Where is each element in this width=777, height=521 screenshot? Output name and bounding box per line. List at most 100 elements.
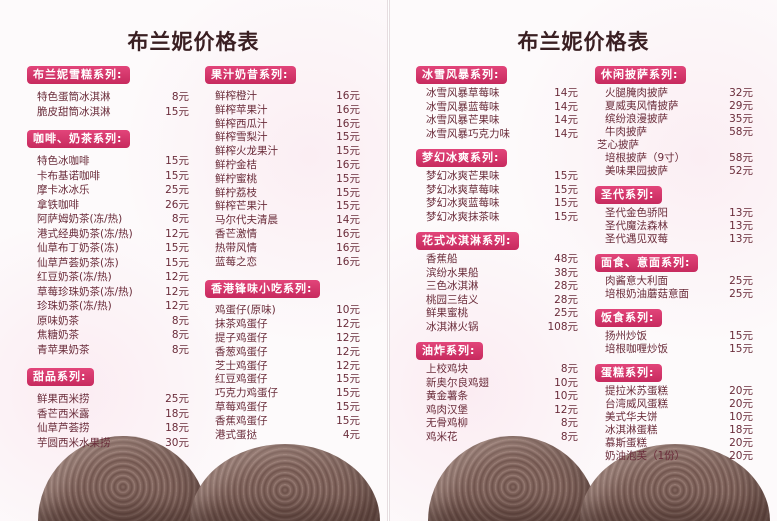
- item-price: 8元: [171, 314, 189, 327]
- section-header: 休闲披萨系列:: [595, 66, 687, 84]
- menu-column: 果汁奶昔系列: 鲜榨橙汁 16元 鲜榨苹果汁 16元 鲜榨西瓜汁 16元 鲜榨雪梨汁 15元 鲜榨…: [205, 63, 360, 450]
- item-price: 18元: [165, 422, 189, 434]
- menu-item: 鲜果蜜桃 25元: [416, 307, 578, 321]
- item-name: 鲜榨橙汁: [215, 90, 257, 102]
- item-name: 慕斯蛋糕: [605, 437, 647, 449]
- page-title: 布兰妮价格表: [517, 30, 650, 54]
- item-price: 15元: [336, 373, 360, 386]
- item-name: 鲜榨西瓜汁: [215, 117, 268, 130]
- menu-item: 脆皮甜筒冰淇淋 15元: [27, 105, 189, 120]
- menu-item: 梦幻冰爽蓝莓味 15元: [416, 197, 578, 211]
- item-name: 肉酱意大利面: [605, 275, 668, 287]
- menu-item: 仙草芦荟捞 18元: [27, 421, 189, 436]
- menu-item: 鲜榨苹果汁 16元: [205, 104, 360, 118]
- menu-item: 鸡蛋仔(原味) 10元: [205, 304, 360, 318]
- item-name: 冰淇淋火锅: [426, 320, 479, 333]
- item-price: 12元: [165, 300, 189, 312]
- menu-item: 桃园三结义 28元: [416, 294, 578, 308]
- item-name: 冰雪风暴巧克力味: [426, 127, 510, 140]
- item-name: 培根披萨（9寸）: [605, 152, 686, 164]
- menu-section: 咖啡、奶茶系列: 特色冰咖啡 15元 卡布基诺咖啡 15元 摩卡冰冰乐 25元 拿铁咖啡 26元…: [27, 127, 189, 357]
- item-price: 8元: [171, 329, 189, 341]
- menu-page-right: 布兰妮价格表 冰雪风暴系列: 冰雪风暴草莓味 14元 冰雪风暴蓝莓味 14元 冰雪风暴芒果…: [389, 0, 777, 521]
- menu-item: 美式华夫饼 10元: [595, 411, 753, 424]
- item-name: 缤纷浪漫披萨: [605, 113, 668, 125]
- item-name: 拿铁咖啡: [37, 198, 79, 211]
- section-header: 面食、意面系列:: [595, 254, 699, 272]
- menu-column: 布兰妮雪糕系列: 特色蛋筒冰淇淋 8元 脆皮甜筒冰淇淋 15元 咖啡、奶茶系列: 特色冰咖啡…: [27, 63, 189, 458]
- menu-item: 拿铁咖啡 26元: [27, 198, 189, 213]
- item-name: 鲜榨雪梨汁: [215, 131, 268, 144]
- menu-item: 仙草芦荟奶茶(冻) 15元: [27, 256, 189, 271]
- item-name: 冰雪风暴芒果味: [426, 114, 500, 126]
- item-price: 20元: [729, 385, 753, 397]
- item-name: 鲜榨芒果汁: [215, 200, 268, 213]
- menu-section: 香港锋味小吃系列: 鸡蛋仔(原味) 10元 抹茶鸡蛋仔 12元 提子鸡蛋仔 12元 香葱鸡蛋仔…: [205, 277, 360, 442]
- item-name: 鲜果蜜桃: [426, 307, 468, 319]
- menu-item: 滨纷水果船 38元: [416, 267, 578, 281]
- item-price: 15元: [554, 170, 578, 182]
- menu-item: 芋圆西米水果捞 30元: [27, 436, 189, 451]
- item-name: 夏威夷风情披萨: [605, 100, 679, 112]
- item-name: 新奥尔良鸡翅: [426, 376, 489, 389]
- item-price: 8元: [171, 343, 189, 356]
- menu-section: 蛋糕系列: 提拉米苏蛋糕 20元 台湾威风蛋糕 20元 美式华夫饼 10元 冰淇淋蛋糕 18元慕…: [595, 361, 753, 463]
- item-name: 港式经典奶茶(冻/热): [37, 227, 133, 240]
- section-header: 布兰妮雪糕系列:: [27, 66, 131, 84]
- menu-column: 冰雪风暴系列: 冰雪风暴草莓味 14元 冰雪风暴蓝莓味 14元 冰雪风暴芒果味 14元 冰雪风…: [416, 63, 578, 449]
- item-price: 12元: [165, 285, 189, 298]
- item-name: 仙草芦荟捞: [37, 422, 90, 434]
- menu-item: 美味果园披萨 52元: [595, 165, 753, 178]
- menu-item: 抹茶鸡蛋仔 12元: [205, 318, 360, 332]
- item-name: 脆皮甜筒冰淇淋: [37, 105, 111, 118]
- menu-item: 仙草布丁奶茶(冻) 15元: [27, 241, 189, 256]
- item-price: 15元: [729, 343, 753, 355]
- menu-item: 鲜榨芒果汁 15元: [205, 200, 360, 214]
- item-name: 黄金薯条: [426, 390, 468, 402]
- item-price: 10元: [554, 376, 578, 389]
- item-price: 14元: [554, 87, 578, 99]
- item-price: 38元: [554, 266, 578, 279]
- menu-item: 鲜柠荔枝 15元: [205, 187, 360, 201]
- item-price: 16元: [336, 90, 360, 102]
- item-price: 15元: [729, 330, 753, 342]
- menu-item: 冰淇淋火锅 108元: [416, 321, 578, 335]
- menu-item: 鲜柠金桔 16元: [205, 159, 360, 173]
- ice-cream-scoop-image: [580, 444, 770, 521]
- item-price: 15元: [336, 400, 360, 413]
- menu-item: 梦幻冰爽草莓味 15元: [416, 184, 578, 198]
- item-price: 8元: [171, 91, 189, 103]
- item-name: 香蕉鸡蛋仔: [215, 414, 268, 427]
- item-price: 52元: [729, 165, 753, 177]
- menu-item: 红豆鸡蛋仔 15元: [205, 373, 360, 387]
- item-name: 冰雪风暴草莓味: [426, 87, 500, 99]
- item-price: 12元: [336, 359, 360, 372]
- section-header: 花式冰淇淋系列:: [416, 232, 520, 250]
- item-price: 15元: [165, 169, 189, 182]
- item-name: 圣代遇见双莓: [605, 233, 668, 245]
- menu-item: 梦幻冰爽抹茶味 15元: [416, 211, 578, 225]
- menu-item: 芝士鸡蛋仔 12元: [205, 360, 360, 374]
- section-header: 冰雪风暴系列:: [416, 66, 508, 84]
- item-name: 梦幻冰爽草莓味: [426, 183, 500, 196]
- item-name: 梦幻冰爽蓝莓味: [426, 197, 500, 209]
- item-price: 15元: [336, 200, 360, 213]
- menu-item: 无骨鸡柳 8元: [416, 417, 578, 431]
- item-price: 12元: [336, 345, 360, 358]
- item-name: 草莓鸡蛋仔: [215, 400, 268, 413]
- menu-item: 香蕉船 48元: [416, 253, 578, 267]
- item-name: 仙草布丁奶茶(冻): [37, 242, 119, 254]
- item-name: 美味果园披萨: [605, 165, 668, 177]
- item-name: 热带风情: [215, 241, 257, 254]
- menu-item: 慕斯蛋糕 20元: [595, 437, 753, 450]
- menu-section: 面食、意面系列: 肉酱意大利面 25元 培根奶油蘑菇意面 25元: [595, 251, 753, 301]
- item-name: 梦幻冰爽抹茶味: [426, 210, 500, 223]
- menu-item: 火腿腌肉披萨 32元: [595, 87, 753, 100]
- item-name: 特色冰咖啡: [37, 155, 90, 167]
- item-name: 芝士鸡蛋仔: [215, 359, 268, 372]
- item-name: 台湾威风蛋糕: [605, 398, 668, 410]
- menu-item: 扬州炒饭 15元: [595, 330, 753, 343]
- item-name: 港式蛋挞: [215, 428, 257, 441]
- section-header: 蛋糕系列:: [595, 364, 663, 382]
- item-price: 10元: [729, 411, 753, 423]
